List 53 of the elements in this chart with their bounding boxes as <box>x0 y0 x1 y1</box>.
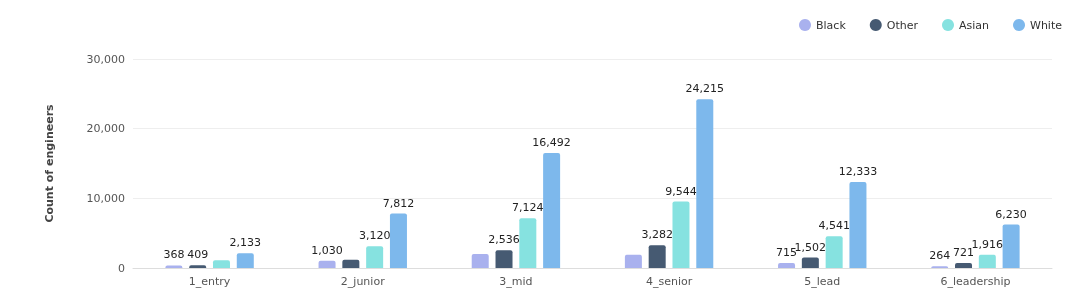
legend-label: Other <box>886 18 919 32</box>
data-label: 4,541 <box>818 219 850 233</box>
data-label: 7,812 <box>382 196 415 210</box>
y-tick-label: 20,000 <box>86 122 125 136</box>
bar <box>389 213 407 268</box>
data-label: 2,133 <box>229 236 262 250</box>
bar <box>236 253 254 268</box>
x-tick-label: 1_entry <box>188 275 231 288</box>
bar <box>342 259 360 268</box>
bar <box>366 246 384 268</box>
data-label: 7,124 <box>512 201 544 215</box>
data-label: 9,544 <box>665 184 697 198</box>
bar <box>672 201 690 268</box>
bar <box>696 99 714 268</box>
data-label: 1,030 <box>311 243 343 257</box>
bar <box>543 153 561 268</box>
bar <box>212 260 230 268</box>
data-label: 264 <box>929 249 951 263</box>
data-label: 16,492 <box>532 136 571 150</box>
x-tick-label: 4_senior <box>645 275 693 288</box>
y-axis-title: Count of engineers <box>43 103 56 223</box>
bar <box>495 250 513 268</box>
data-label: 12,333 <box>838 165 878 179</box>
data-label: 368 <box>163 248 185 262</box>
y-tick-label: 0 <box>118 261 125 275</box>
x-tick-label: 2_junior <box>340 275 386 288</box>
bar <box>318 260 336 268</box>
data-label: 3,120 <box>358 229 391 243</box>
data-label: 6,230 <box>995 207 1027 221</box>
data-label: 2,536 <box>488 233 520 247</box>
bar <box>624 254 642 268</box>
data-label: 3,282 <box>641 228 673 242</box>
x-tick-label: 6_leadership <box>940 275 1011 288</box>
data-label: 1,916 <box>971 237 1004 251</box>
bar <box>471 254 489 268</box>
bar <box>955 262 973 268</box>
data-label: 409 <box>187 248 209 262</box>
bar <box>519 218 537 268</box>
bar <box>801 257 819 268</box>
bar <box>1002 224 1020 268</box>
bar <box>825 236 843 268</box>
bar <box>648 245 666 268</box>
data-label: 24,215 <box>685 82 725 96</box>
bar <box>849 182 867 268</box>
legend-label: Asian <box>958 18 990 32</box>
y-tick-label: 10,000 <box>86 191 125 205</box>
bar <box>978 254 996 268</box>
legend-label: Black <box>816 18 847 32</box>
bar <box>778 263 796 268</box>
legend-label: White <box>1030 18 1063 32</box>
x-tick-label: 5_lead <box>804 275 841 288</box>
y-tick-label: 30,000 <box>86 52 125 66</box>
x-tick-label: 3_mid <box>499 275 533 288</box>
